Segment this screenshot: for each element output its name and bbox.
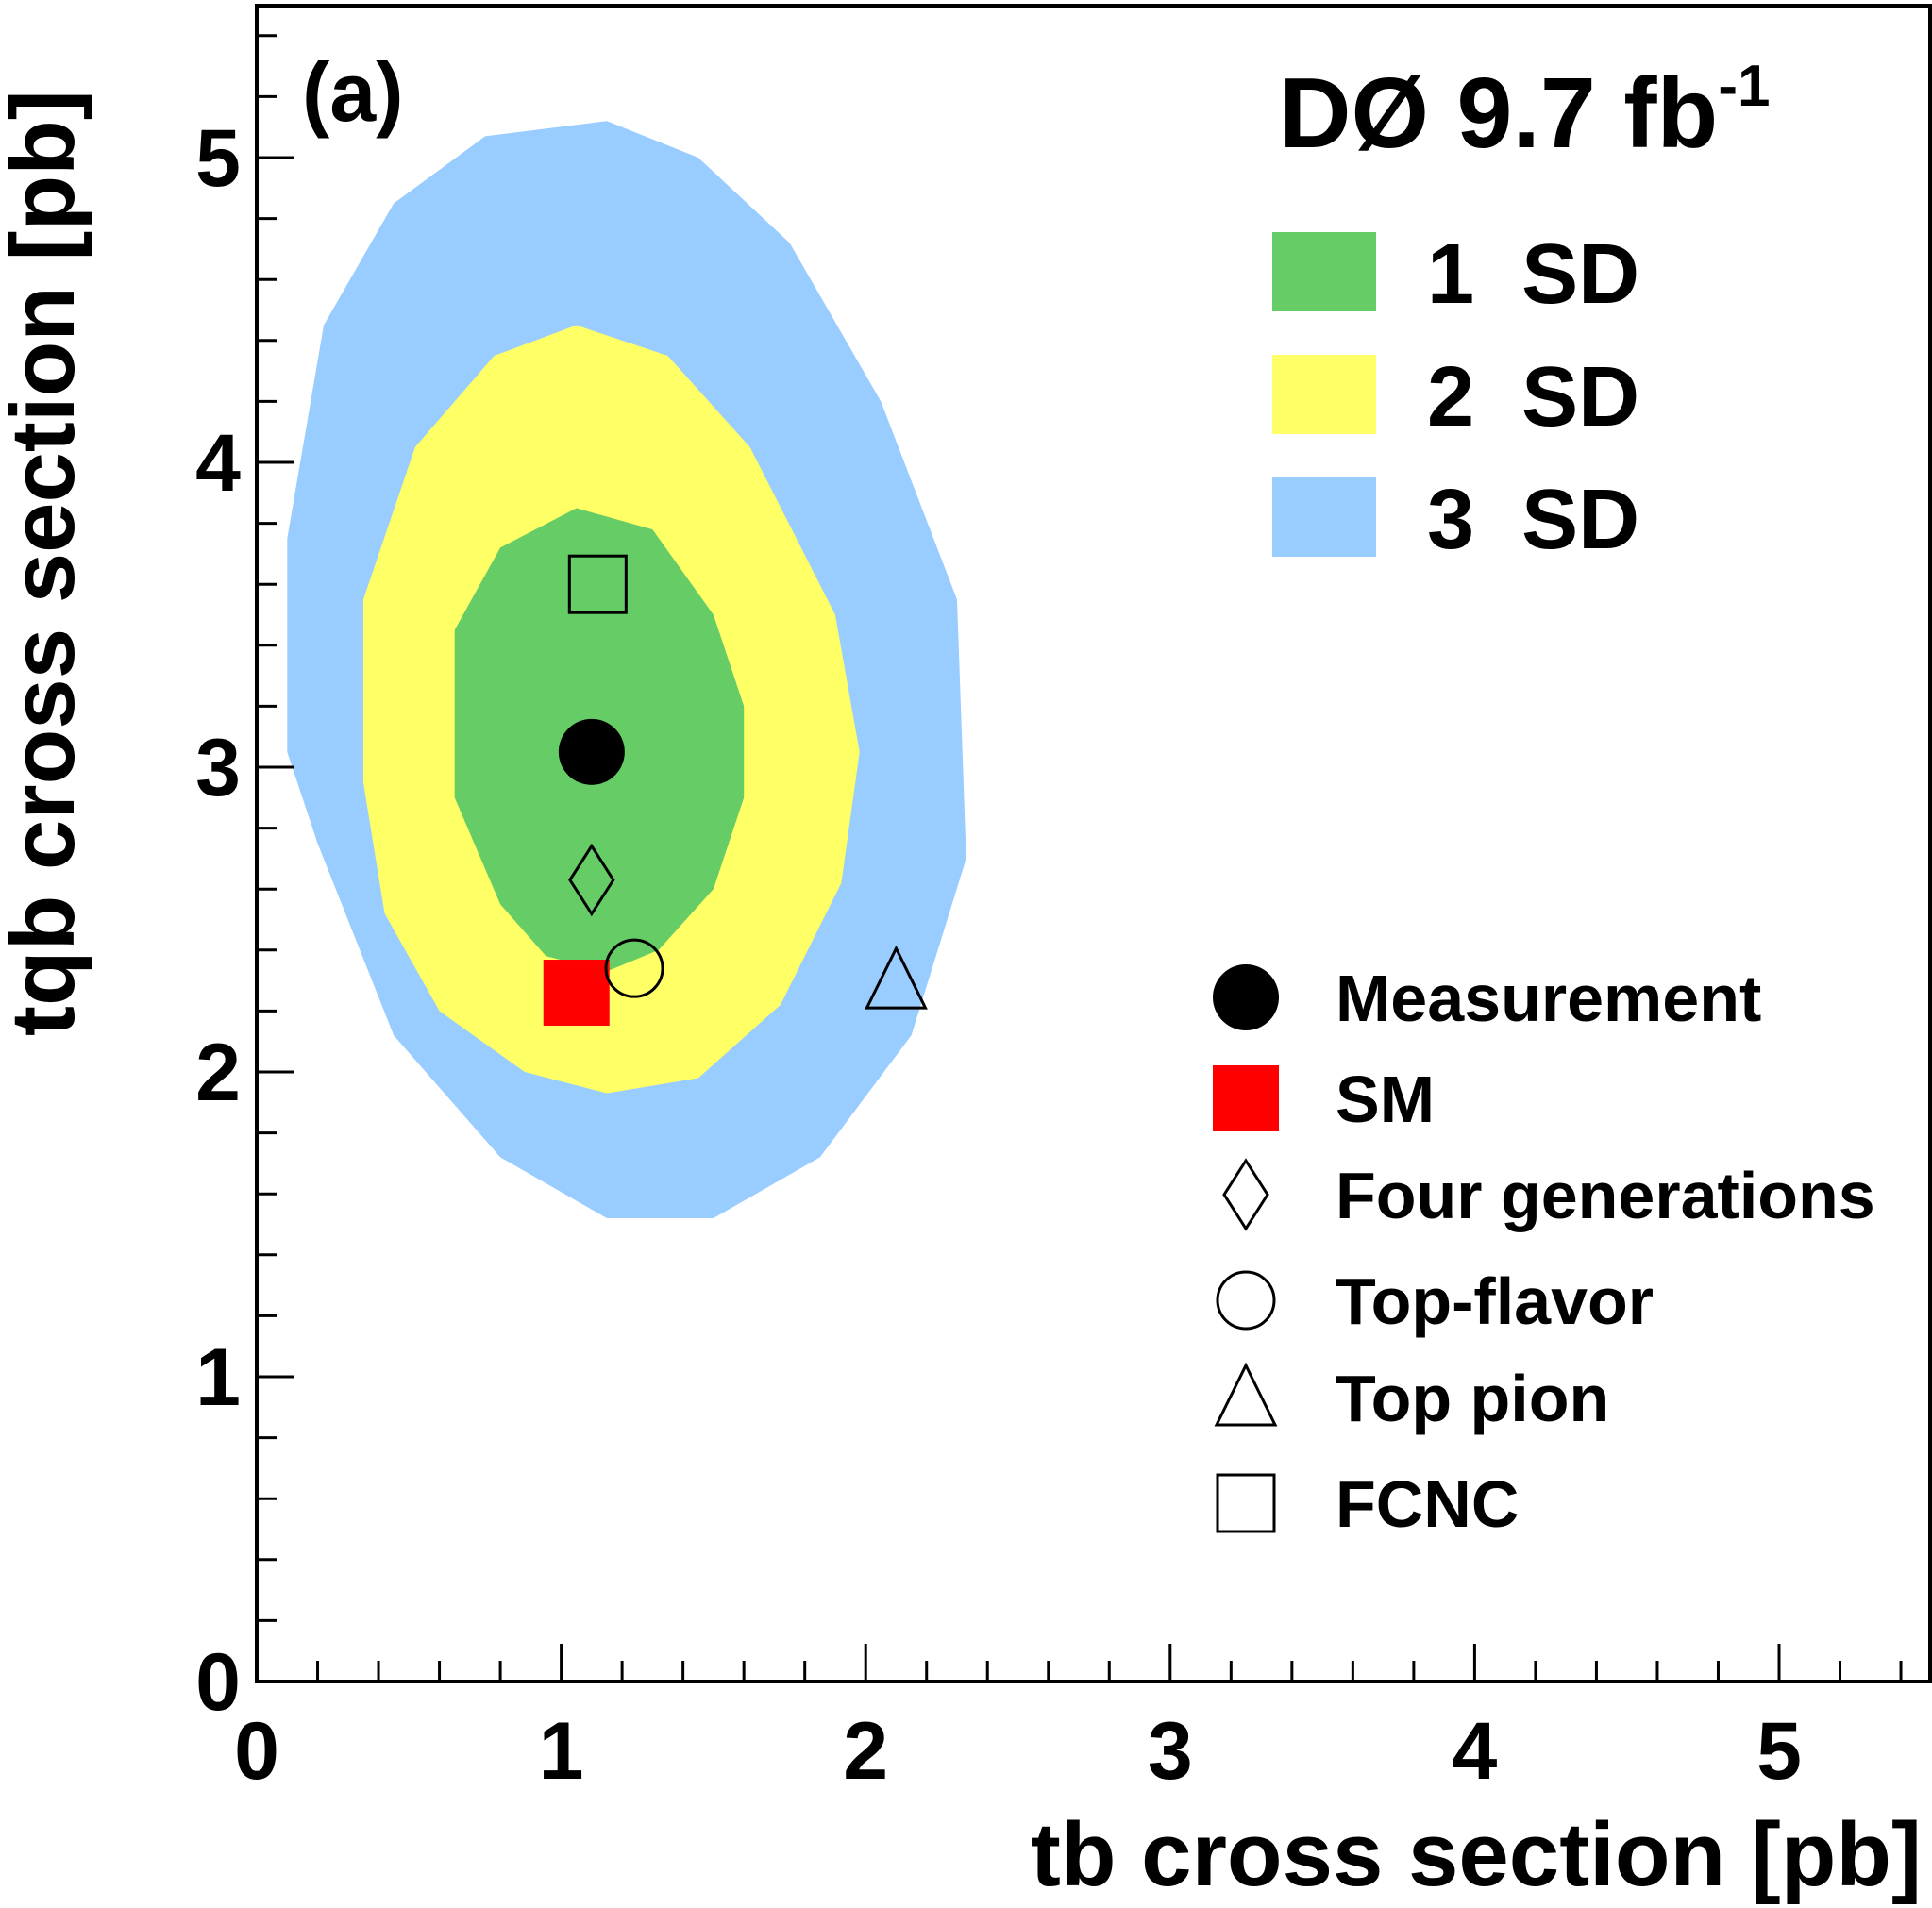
legend-label-measurement: Measurement: [1336, 962, 1761, 1035]
legend-label-3-sd: 3 SD: [1427, 473, 1639, 567]
panel-label: (a): [302, 45, 404, 139]
experiment-label: DØ 9.7 fb-1: [1279, 54, 1770, 169]
x-tick-label: 2: [843, 1706, 888, 1797]
data-markers: [543, 554, 928, 1027]
x-axis-label: tb cross section [pb]: [1031, 1804, 1922, 1905]
legend-label-1-sd: 1 SD: [1427, 227, 1639, 322]
legend-marker-sm: [1213, 1065, 1279, 1131]
experiment-superscript: -1: [1718, 54, 1770, 119]
tick-labels: 0 1 2 3 4 5 0 1 2 3 4 5: [195, 113, 1802, 1797]
marker-four-generations: [568, 843, 615, 917]
y-tick-label: 3: [195, 723, 241, 813]
y-tick-label: 4: [195, 418, 241, 509]
legend-label-top-pion: Top pion: [1336, 1362, 1609, 1435]
y-tick-label: 5: [195, 113, 241, 204]
legend-swatch-3-sd: [1272, 477, 1376, 557]
legend-marker-top-flavor: [1216, 1270, 1276, 1331]
legend-label-fcnc: FCNC: [1336, 1467, 1519, 1541]
experiment-name: DØ 9.7 fb: [1279, 58, 1718, 169]
legend-label-four-generations: Four generations: [1336, 1159, 1875, 1232]
marker-top-pion: [865, 945, 928, 1010]
contour-legend: 1 SD 2 SD 3 SD: [1272, 227, 1639, 567]
marker-top-flavor: [604, 938, 664, 998]
marker-sm: [543, 960, 610, 1027]
legend-swatch-2-sd: [1272, 355, 1376, 434]
x-tick-label: 4: [1452, 1706, 1497, 1797]
legend-marker-measurement: [1213, 964, 1279, 1030]
plot-frame: [255, 4, 1932, 1683]
marker-fcnc: [567, 554, 628, 614]
axis-ticks: [255, 34, 1903, 1683]
x-tick-label: 1: [539, 1706, 584, 1797]
x-tick-label: 0: [234, 1706, 279, 1797]
x-tick-label: 3: [1148, 1706, 1193, 1797]
legend-label-2-sd: 2 SD: [1427, 350, 1639, 444]
marker-measurement: [558, 718, 625, 785]
y-tick-label: 2: [195, 1028, 241, 1118]
legend-marker-fcnc: [1216, 1473, 1276, 1533]
legend-swatch-1-sd: [1272, 232, 1376, 311]
legend-label-sm: SM: [1336, 1063, 1435, 1136]
y-tick-label: 0: [195, 1637, 241, 1728]
x-tick-label: 5: [1756, 1706, 1802, 1797]
legend-marker-top-pion: [1214, 1362, 1278, 1427]
confidence-contours: [287, 121, 966, 1219]
y-tick-label: 1: [195, 1332, 241, 1423]
legend-label-top-flavor: Top-flavor: [1336, 1264, 1654, 1338]
marker-legend: Measurement SM Four generations Top-flavor T…: [1213, 962, 1875, 1541]
legend-marker-four-generations: [1222, 1158, 1269, 1231]
y-axis-label: tqb cross section [pb]: [0, 90, 93, 1036]
